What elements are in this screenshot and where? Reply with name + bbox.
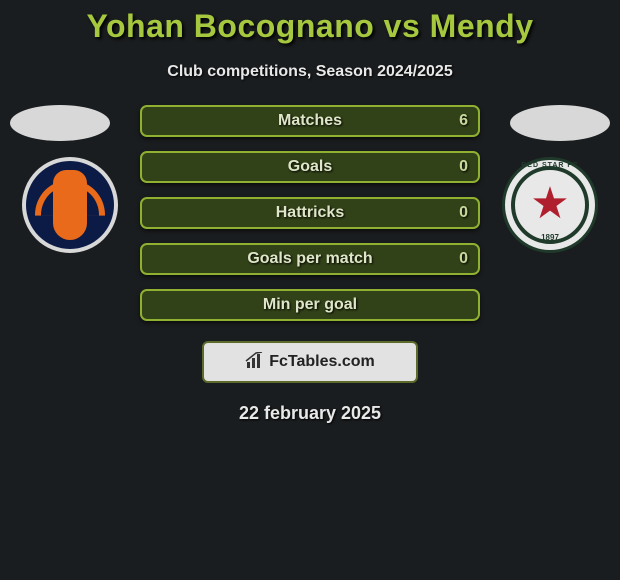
stat-label: Goals xyxy=(142,153,478,181)
stat-bar-min-per-goal: Min per goal xyxy=(140,289,480,321)
chart-icon xyxy=(245,352,265,373)
stat-bar-matches: Matches 6 xyxy=(140,105,480,137)
page-subtitle: Club competitions, Season 2024/2025 xyxy=(0,63,620,81)
stat-right-value: 0 xyxy=(459,245,468,273)
brand-card[interactable]: FcTables.com xyxy=(202,341,418,383)
stat-bar-hattricks: Hattricks 0 xyxy=(140,197,480,229)
stat-label: Min per goal xyxy=(142,291,478,319)
stat-label: Goals per match xyxy=(142,245,478,273)
club-logo-right-year: 1897 xyxy=(505,233,595,242)
stat-right-value: 6 xyxy=(459,107,468,135)
stat-label: Matches xyxy=(142,107,478,135)
stat-right-value: 0 xyxy=(459,199,468,227)
date-label: 22 february 2025 xyxy=(0,403,620,424)
stat-bars: Matches 6 Goals 0 Hattricks 0 Goals per … xyxy=(140,105,480,335)
stat-bar-goals-per-match: Goals per match 0 xyxy=(140,243,480,275)
stat-right-value: 0 xyxy=(459,153,468,181)
brand-text: FcTables.com xyxy=(269,353,375,371)
club-logo-right-arc: RED STAR FC xyxy=(505,162,595,169)
club-logo-left xyxy=(22,157,118,253)
star-icon: ★ xyxy=(530,182,569,226)
player-shadow-right xyxy=(510,105,610,141)
stat-label: Hattricks xyxy=(142,199,478,227)
club-logo-right: ★ RED STAR FC 1897 xyxy=(502,157,598,253)
comparison-stage: ★ RED STAR FC 1897 Matches 6 Goals 0 Hat… xyxy=(0,105,620,335)
page-title: Yohan Bocognano vs Mendy xyxy=(0,0,620,45)
stat-bar-goals: Goals 0 xyxy=(140,151,480,183)
player-shadow-left xyxy=(10,105,110,141)
